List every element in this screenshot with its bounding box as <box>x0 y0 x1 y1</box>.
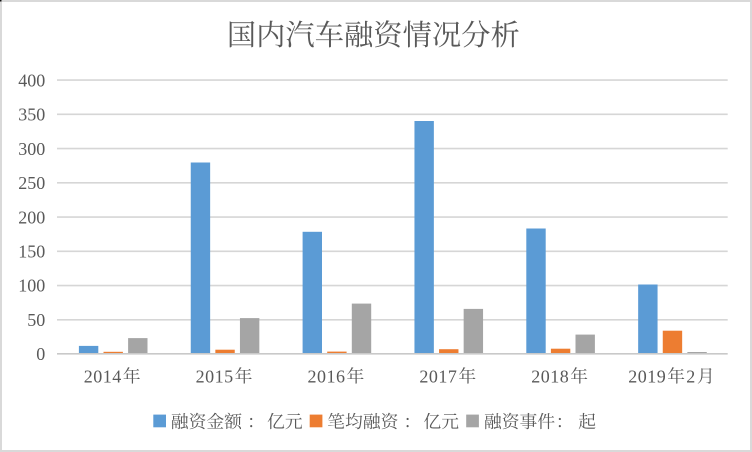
svg-text:2015: 2015 <box>196 366 234 386</box>
svg-text:2017: 2017 <box>419 366 457 386</box>
svg-text:300: 300 <box>18 139 45 159</box>
svg-text:50: 50 <box>27 310 45 330</box>
svg-text:250: 250 <box>18 173 45 193</box>
svg-text:350: 350 <box>18 105 45 125</box>
svg-text:2014: 2014 <box>84 366 122 386</box>
svg-text:0: 0 <box>36 344 45 364</box>
svg-text:2018: 2018 <box>531 366 569 386</box>
svg-text:100: 100 <box>18 276 45 296</box>
svg-text:2: 2 <box>686 366 695 386</box>
svg-text:2019: 2019 <box>628 366 666 386</box>
svg-text:200: 200 <box>18 207 45 227</box>
svg-text:150: 150 <box>18 242 45 262</box>
svg-text:2016: 2016 <box>308 366 346 386</box>
svg-text:400: 400 <box>18 71 45 91</box>
